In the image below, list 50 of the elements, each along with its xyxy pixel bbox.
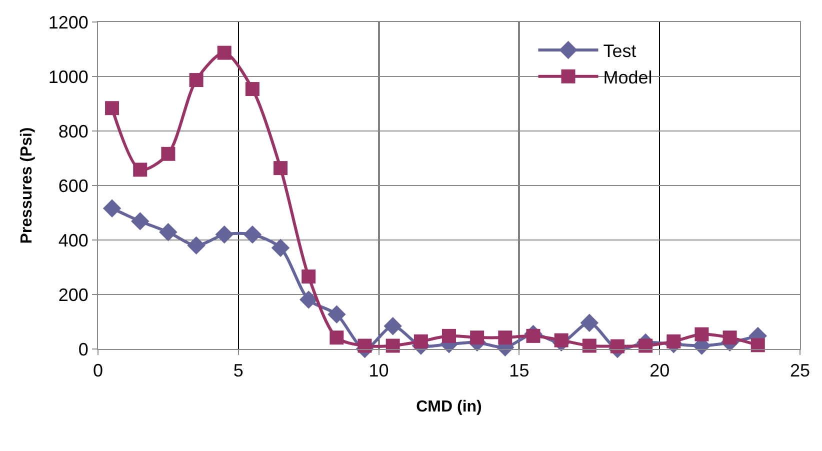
point [189, 73, 204, 88]
point [271, 238, 290, 257]
y-tick-label: 800 [58, 121, 88, 142]
point [638, 338, 653, 353]
point [694, 327, 709, 342]
legend-label: Model [603, 67, 652, 88]
point [358, 338, 372, 353]
point [328, 305, 346, 324]
point [442, 328, 456, 343]
point [217, 46, 232, 60]
point [582, 338, 596, 353]
y-tick-label: 600 [58, 176, 88, 196]
point [302, 270, 316, 284]
point [105, 101, 120, 116]
point [386, 338, 400, 353]
x-tick-label: 25 [790, 360, 810, 381]
point [245, 82, 260, 96]
point [610, 339, 624, 354]
point [498, 330, 512, 345]
x-tick-label: 15 [509, 360, 530, 381]
point [750, 338, 765, 352]
point [161, 146, 176, 161]
point [133, 162, 148, 177]
point [131, 212, 150, 230]
x-axis-title: CMD (in) [416, 398, 482, 416]
point [470, 330, 484, 345]
x-tick-label: 5 [233, 360, 244, 381]
point [300, 290, 318, 309]
point [330, 330, 344, 345]
point [722, 330, 737, 345]
y-tick-label: 400 [58, 230, 88, 250]
point [215, 225, 234, 244]
point [414, 334, 428, 348]
x-tick-label: 20 [650, 360, 670, 381]
y-tick-label: 1200 [48, 12, 88, 32]
y-axis-title: Pressures (Psi) [18, 127, 36, 244]
point [159, 223, 178, 242]
point [187, 236, 206, 255]
legend-label: Test [603, 41, 636, 62]
y-tick-label: 0 [78, 339, 88, 360]
x-tick-label: 10 [368, 360, 389, 381]
point [243, 225, 262, 244]
y-tick-label: 200 [58, 284, 88, 305]
y-tick-label: 1000 [48, 66, 88, 87]
point [384, 317, 402, 336]
point [666, 334, 681, 348]
point [274, 161, 288, 176]
x-tick-label: 0 [92, 360, 104, 381]
point [102, 199, 122, 218]
point [580, 314, 598, 332]
